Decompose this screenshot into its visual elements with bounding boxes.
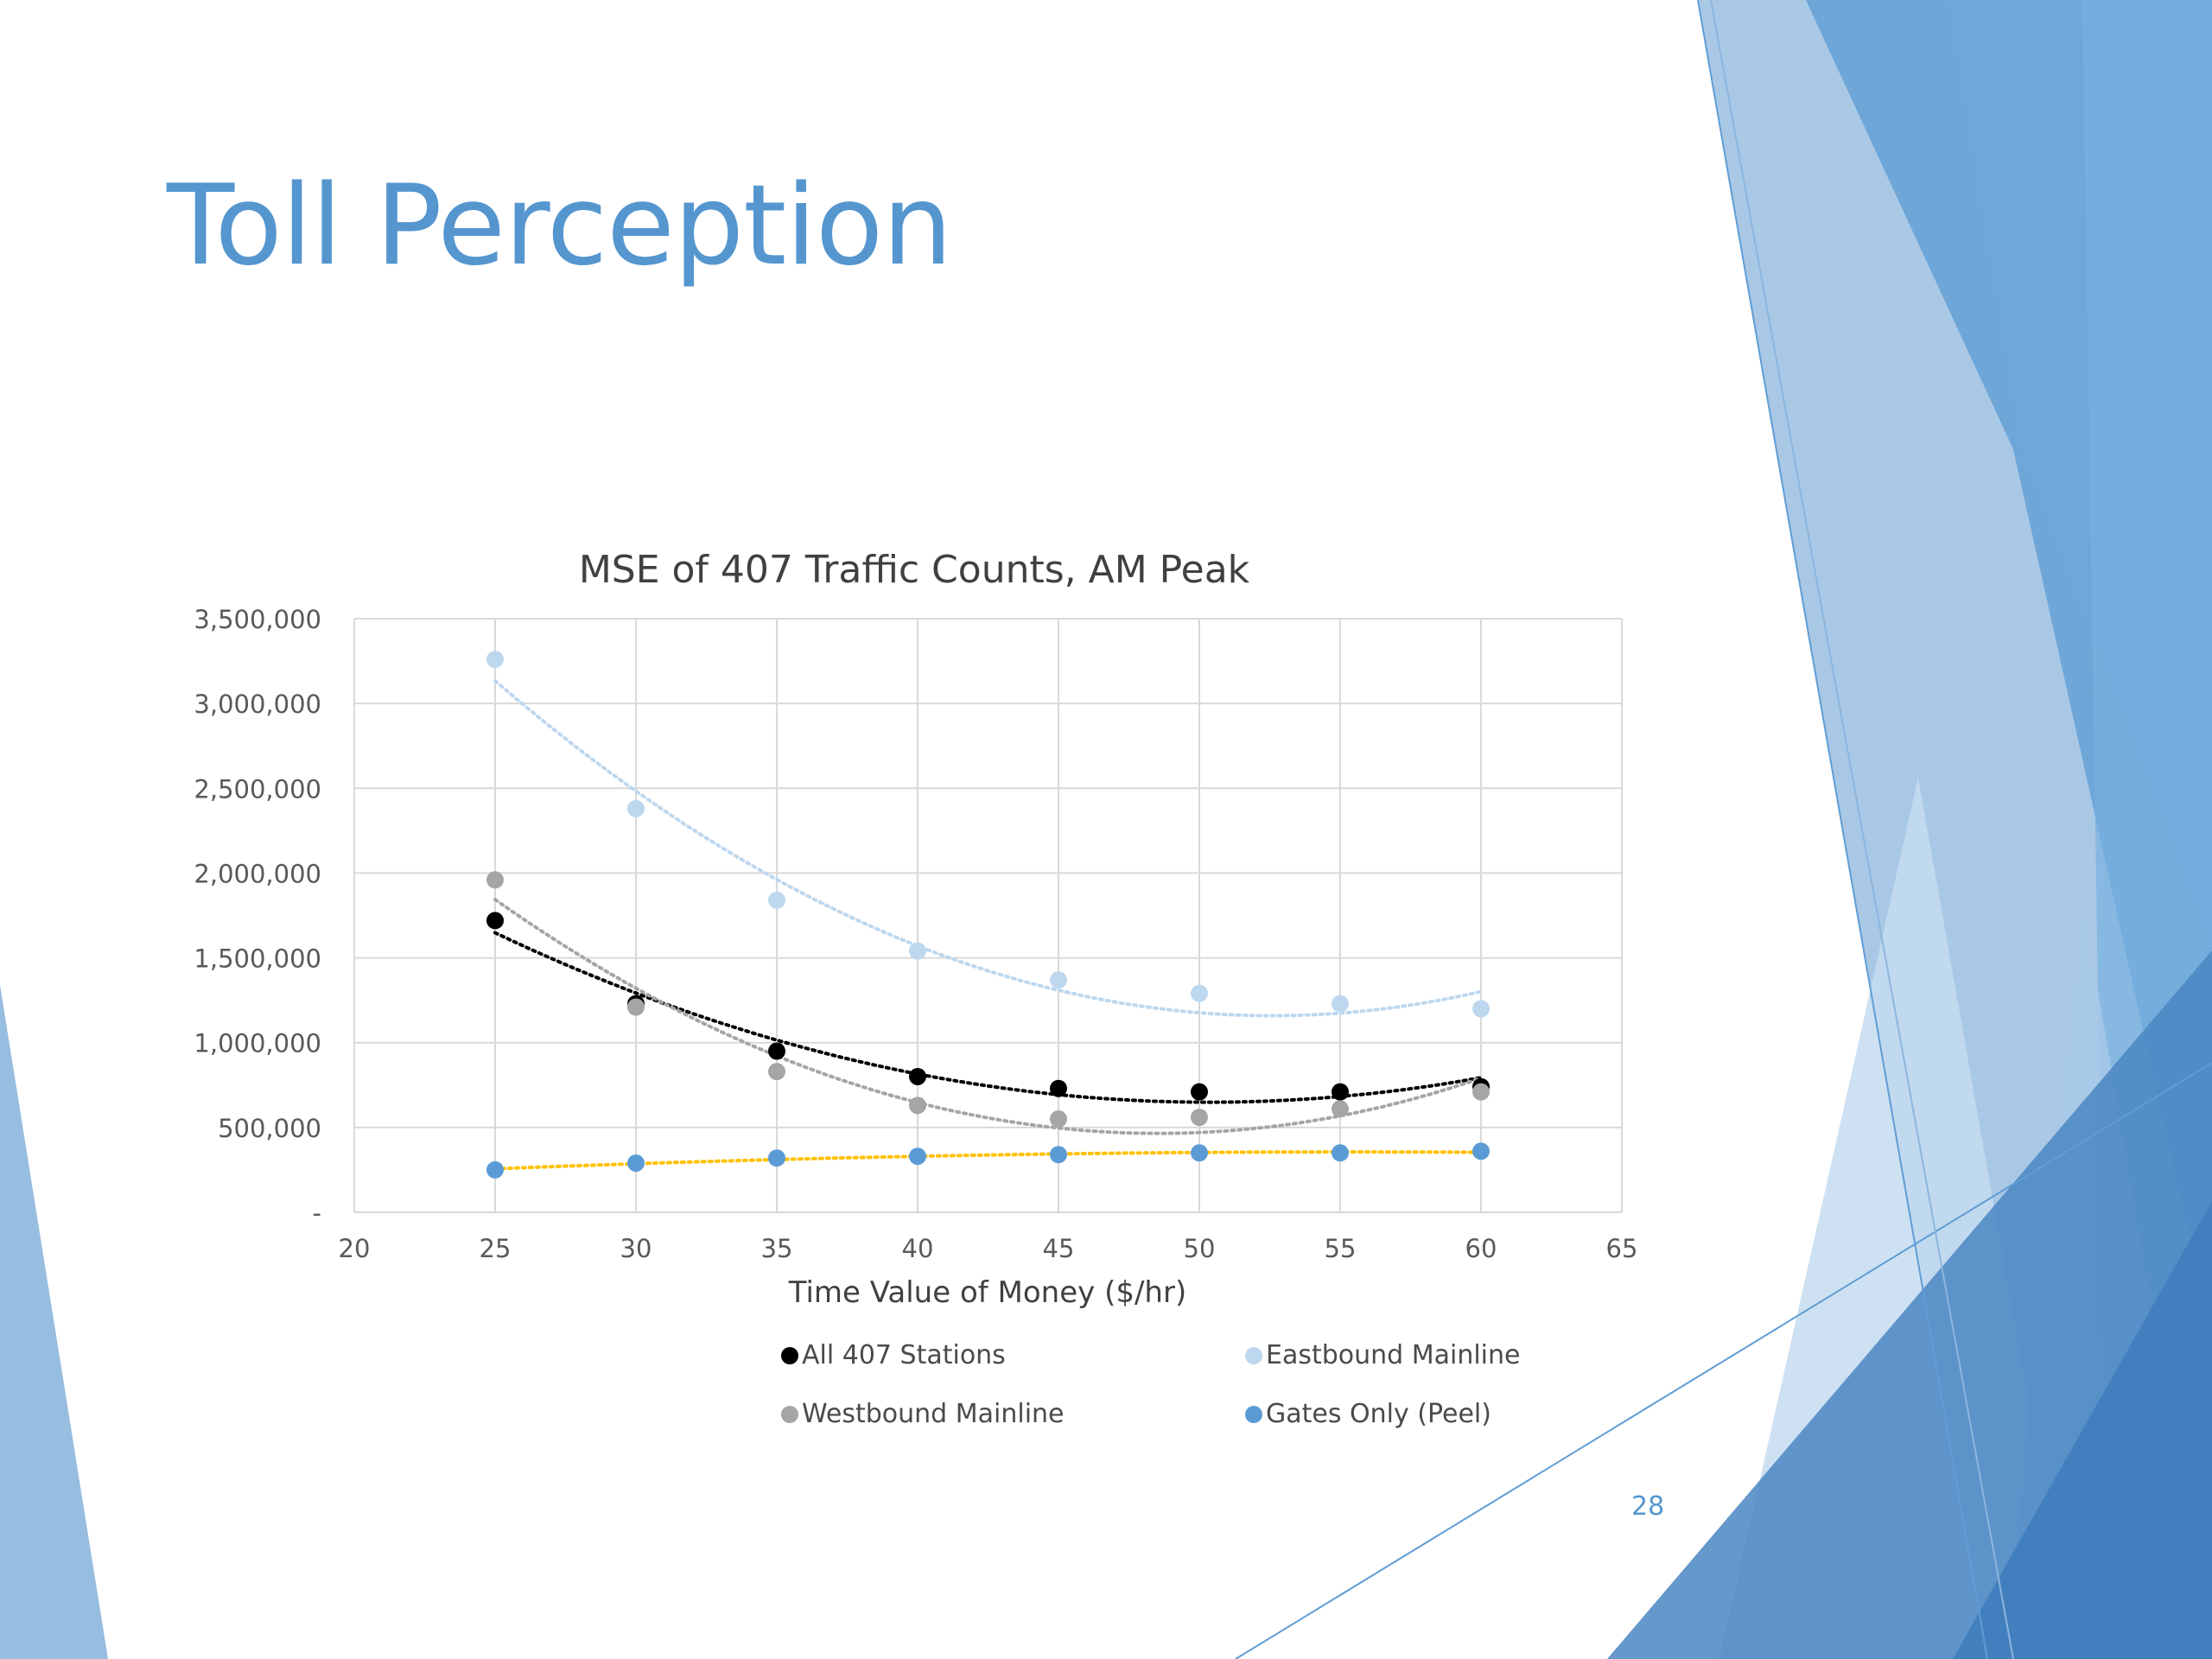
data-point-series-3: [1332, 1144, 1349, 1162]
legend-marker: [1245, 1346, 1262, 1364]
data-point-series-0: [486, 912, 504, 930]
legend-label: Eastbound Mainline: [1266, 1340, 1521, 1370]
data-point-series-0: [909, 1067, 926, 1085]
legend-marker: [781, 1346, 798, 1364]
data-point-series-2: [486, 871, 504, 889]
data-point-series-1: [1332, 995, 1349, 1013]
y-tick-label: 2,000,000: [194, 859, 321, 888]
legend-marker: [1245, 1405, 1262, 1423]
page-number: 28: [1631, 1491, 1665, 1522]
data-point-series-2: [1191, 1109, 1208, 1127]
data-point-series-3: [1472, 1142, 1490, 1160]
decor-line: [1235, 1062, 2212, 1659]
data-point-series-0: [768, 1042, 785, 1060]
legend-label: Westbound Mainline: [802, 1399, 1065, 1429]
data-point-series-3: [627, 1154, 645, 1173]
y-tick-label: 2,500,000: [194, 774, 321, 804]
data-point-series-2: [627, 998, 645, 1016]
x-tick-label: 30: [620, 1234, 652, 1263]
data-point-series-2: [1332, 1100, 1349, 1118]
legend-item-eastbound-mainline: Eastbound Mainline: [1245, 1340, 1521, 1370]
trendline-series-1: [493, 678, 1483, 1018]
slide-title: Toll Perception: [167, 162, 952, 290]
data-point-series-1: [1050, 971, 1067, 989]
chart-grid: [353, 618, 1623, 1213]
data-point-series-1: [909, 942, 926, 960]
decor-line: [1710, 0, 2014, 1659]
x-tick-label: 35: [761, 1234, 793, 1263]
data-point-series-2: [1472, 1083, 1490, 1101]
legend-marker: [781, 1405, 798, 1423]
x-axis-tick-labels: 20 25 30 35 40 45 50 55 60 65: [339, 1234, 1638, 1263]
trendline-series-3: [493, 1150, 1483, 1171]
trendlines: [493, 678, 1483, 1171]
data-point-series-0: [1191, 1083, 1208, 1101]
x-tick-label: 25: [480, 1234, 512, 1263]
y-tick-label: 3,500,000: [194, 605, 321, 634]
x-tick-label: 65: [1606, 1234, 1638, 1263]
data-points: [486, 651, 1490, 1179]
x-tick-label: 40: [902, 1234, 934, 1263]
data-point-series-3: [486, 1160, 504, 1179]
x-tick-label: 55: [1325, 1234, 1357, 1263]
data-point-series-3: [909, 1147, 926, 1166]
y-tick-label: -: [313, 1198, 321, 1228]
data-point-series-1: [486, 651, 504, 669]
trendline-series-2: [493, 898, 1483, 1135]
data-point-series-1: [627, 799, 645, 817]
data-point-series-1: [1472, 1000, 1490, 1018]
y-axis-tick-labels: - 500,000 1,000,000 1,500,000 2,000,000 2,500…: [194, 605, 321, 1228]
x-tick-label: 50: [1184, 1234, 1216, 1263]
chart-title: MSE of 407 Traffic Counts, AM Peak: [579, 548, 1250, 592]
data-point-series-0: [1332, 1083, 1349, 1101]
legend-item-all-407-stations: All 407 Stations: [781, 1340, 1006, 1370]
data-point-series-1: [768, 891, 785, 909]
x-tick-label: 20: [339, 1234, 371, 1263]
y-tick-label: 500,000: [218, 1114, 321, 1143]
legend-label: All 407 Stations: [802, 1340, 1006, 1370]
x-tick-label: 60: [1465, 1234, 1497, 1263]
data-point-series-2: [1050, 1110, 1067, 1128]
y-tick-label: 3,000,000: [194, 690, 321, 719]
decor-shape: [0, 985, 108, 1659]
data-point-series-3: [1050, 1146, 1067, 1164]
data-point-series-0: [1050, 1079, 1067, 1097]
data-point-series-2: [909, 1096, 926, 1115]
y-tick-label: 1,500,000: [194, 944, 321, 974]
y-tick-label: 1,000,000: [194, 1029, 321, 1058]
decor-line: [1697, 0, 1988, 1659]
data-point-series-1: [1191, 984, 1208, 1002]
data-point-series-3: [1191, 1144, 1208, 1162]
legend-label: Gates Only (Peel): [1266, 1399, 1491, 1429]
x-tick-label: 45: [1043, 1234, 1075, 1263]
x-axis-label: Time Value of Money ($/hr): [788, 1275, 1186, 1310]
data-point-series-3: [768, 1149, 785, 1167]
decor-shape: [1953, 1201, 2212, 1659]
legend-item-gates-only-peel: Gates Only (Peel): [1245, 1399, 1491, 1429]
data-point-series-2: [768, 1063, 785, 1081]
legend-item-westbound-mainline: Westbound Mainline: [781, 1399, 1065, 1429]
